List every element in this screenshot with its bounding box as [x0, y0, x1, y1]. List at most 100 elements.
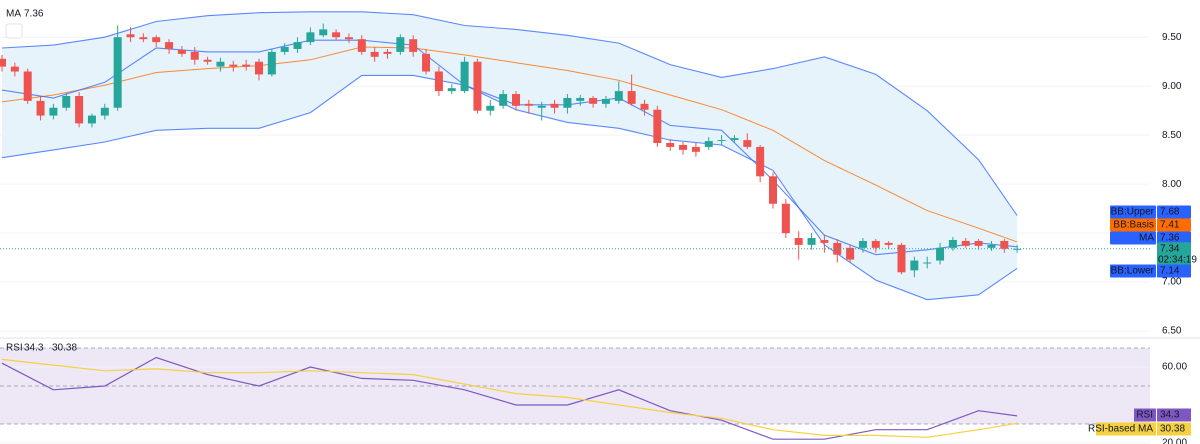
- candle-body: [216, 61, 225, 67]
- legend-value: 34.3: [24, 343, 44, 354]
- badge-name: MA: [1139, 233, 1154, 244]
- candle-body: [627, 91, 636, 104]
- candle-body: [165, 42, 174, 49]
- candle-body: [512, 94, 520, 106]
- candle-body: [614, 91, 623, 101]
- candle-body: [255, 61, 263, 75]
- candle-body: [1000, 240, 1009, 249]
- candle-body: [434, 71, 443, 92]
- candle-body: [679, 144, 688, 150]
- candle-body: [897, 244, 906, 273]
- candle-body: [293, 42, 302, 49]
- candle-body: [396, 37, 405, 52]
- candle-body: [190, 51, 199, 60]
- candle-body: [306, 32, 315, 43]
- candle-body: [948, 239, 957, 248]
- candle-body: [923, 262, 932, 264]
- badge-name: RSI: [1136, 410, 1153, 421]
- candle-body: [769, 176, 777, 204]
- y-tick-label: 7.00: [1162, 277, 1182, 288]
- badge-name-box: [1110, 218, 1156, 232]
- y-tick-label: 9.00: [1162, 81, 1182, 92]
- badge-value-box: [1157, 231, 1191, 245]
- candle-body: [820, 239, 829, 243]
- candle-body: [126, 34, 135, 38]
- candle-body: [846, 247, 855, 260]
- candle-body: [576, 97, 585, 101]
- candle-body: [75, 95, 84, 124]
- y-tick-label: 6.50: [1162, 326, 1182, 337]
- y-tick-label: 8.00: [1162, 179, 1182, 190]
- band-fill: [2, 11, 1018, 300]
- candle-body: [691, 146, 700, 152]
- candle-body: [794, 238, 803, 245]
- badge-name: BB:Upper: [1111, 207, 1155, 218]
- candle-body: [473, 61, 482, 111]
- candle-body: [781, 203, 790, 234]
- candle-body: [23, 71, 32, 101]
- countdown: 02:34:19: [1158, 254, 1197, 265]
- candle-body: [203, 59, 212, 62]
- candle-body: [910, 260, 919, 271]
- candle-body: [87, 115, 96, 124]
- badge-value-box: [1157, 422, 1191, 436]
- candle-body: [344, 37, 353, 40]
- overlay-line: [1, 46, 1018, 243]
- y-tick-label: 60.00: [1162, 362, 1187, 373]
- badge-value: 7.68: [1160, 207, 1180, 218]
- candle-body: [704, 141, 713, 147]
- badge-name: RSI-based MA: [1088, 424, 1153, 435]
- legend-value: 7.36: [24, 9, 44, 20]
- candle-body: [357, 39, 366, 52]
- candle-body: [550, 103, 559, 108]
- candle-body: [871, 240, 880, 248]
- candle-body: [717, 140, 726, 142]
- last-price-box: [1157, 242, 1191, 267]
- badge-value-box: [1157, 218, 1191, 232]
- candle-body: [807, 238, 816, 245]
- candle-body: [730, 138, 739, 141]
- candle-body: [139, 37, 148, 40]
- candle-body: [486, 105, 495, 111]
- candle-body: [653, 109, 662, 144]
- price-pane: 6.507.007.508.008.509.009.50MA7.36BB:Upp…: [0, 9, 1197, 337]
- rsi-line: [1, 356, 1018, 440]
- collapse-button[interactable]: [5, 23, 23, 39]
- candle-body: [422, 53, 431, 72]
- candle-body: [974, 240, 983, 246]
- badge-value: 7.41: [1160, 220, 1180, 231]
- badge-name: BB:Lower: [1111, 266, 1155, 277]
- badge-name-box: [1110, 264, 1156, 278]
- candle-body: [242, 64, 251, 67]
- candle-body: [113, 37, 122, 108]
- candle-body: [383, 51, 392, 54]
- badge-name: BB:Basis: [1113, 220, 1154, 231]
- candle-body: [666, 143, 675, 147]
- candle-body: [858, 240, 867, 248]
- candle-body: [987, 244, 996, 248]
- candle-body: [447, 88, 456, 92]
- candle-body: [756, 146, 765, 177]
- badge-value-box: [1157, 408, 1191, 422]
- y-tick-label: 9.50: [1162, 32, 1182, 43]
- candle-body: [280, 47, 289, 52]
- y-tick-label: 20.00: [1162, 438, 1187, 444]
- candle-body: [640, 103, 649, 110]
- badge-value: 30.38: [1160, 424, 1185, 435]
- candle-body: [10, 66, 19, 72]
- candle-body: [152, 37, 161, 43]
- candle-body: [589, 97, 598, 104]
- candle-body: [36, 100, 45, 116]
- candle-body: [961, 240, 970, 246]
- badge-value-box: [1157, 205, 1191, 219]
- candle-body: [537, 105, 546, 108]
- legend-name: RSI: [6, 343, 23, 354]
- candle-body: [884, 242, 893, 245]
- badge-value: 7.14: [1160, 266, 1180, 277]
- candle-body: [100, 107, 109, 116]
- candle-body: [524, 103, 533, 106]
- rsi-line: [1, 358, 1018, 438]
- y-tick-label: 8.50: [1162, 130, 1182, 141]
